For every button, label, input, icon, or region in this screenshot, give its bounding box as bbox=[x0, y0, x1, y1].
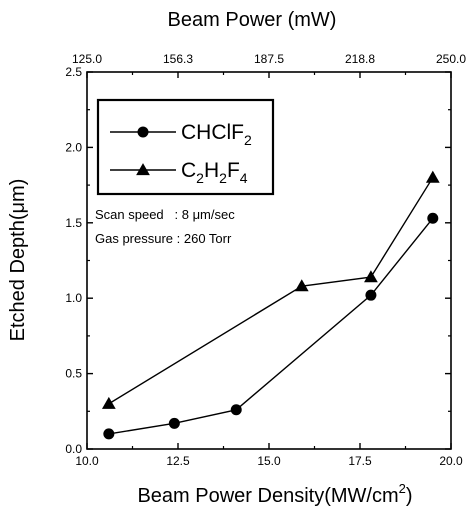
legend-triangle-marker bbox=[136, 163, 150, 176]
legend-label-subscript: 2 bbox=[219, 170, 227, 186]
series-1 bbox=[101, 170, 440, 409]
top-tick-label: 187.5 bbox=[254, 52, 284, 66]
annotation-gas-pressure: Gas pressure : 260 Torr bbox=[95, 231, 232, 246]
data-point-circle bbox=[230, 404, 242, 416]
legend-label: C2H2F4 bbox=[181, 159, 248, 186]
data-point-circle bbox=[427, 212, 439, 224]
y-tick-label: 1.5 bbox=[65, 216, 82, 230]
series-line bbox=[108, 177, 434, 405]
legend-label-subscript: 2 bbox=[196, 170, 204, 186]
data-point-triangle bbox=[101, 396, 116, 409]
annotation-scan-speed: Scan speed : 8 μm/sec bbox=[95, 207, 235, 222]
series-0 bbox=[103, 212, 439, 440]
y-tick-label: 0.0 bbox=[65, 442, 82, 456]
legend-circle-marker bbox=[137, 126, 149, 138]
x-tick-label: 15.0 bbox=[257, 454, 281, 468]
data-point-circle bbox=[103, 428, 115, 440]
y-tick-label: 2.0 bbox=[65, 140, 82, 154]
ticks bbox=[86, 71, 452, 450]
legend-label-subscript: 4 bbox=[240, 170, 248, 186]
top-axis-title: Beam Power (mW) bbox=[168, 9, 337, 31]
series-line bbox=[108, 217, 434, 435]
x-axis-title-main: Beam Power Density(MW/cm bbox=[137, 485, 398, 507]
data-point-triangle bbox=[294, 279, 309, 292]
legend-box bbox=[96, 98, 275, 196]
y-tick-label: 1.0 bbox=[65, 291, 82, 305]
legend-label-text: F bbox=[227, 159, 240, 182]
x-tick-label: 12.5 bbox=[166, 454, 190, 468]
x-tick-label: 20.0 bbox=[439, 454, 463, 468]
top-tick-label: 250.0 bbox=[436, 52, 466, 66]
data-point-circle bbox=[168, 417, 180, 429]
y-tick-label: 2.5 bbox=[65, 65, 82, 79]
series-layer bbox=[101, 170, 440, 440]
x-axis-title: Beam Power Density(MW/cm2) bbox=[137, 481, 412, 507]
y-axis-title: Etched Depth(μm) bbox=[7, 179, 29, 342]
legend-label-text: C bbox=[181, 159, 196, 182]
data-point-triangle bbox=[364, 270, 378, 283]
legend-label-subscript: 2 bbox=[244, 132, 252, 148]
top-tick-label: 156.3 bbox=[163, 52, 193, 66]
top-tick-label: 125.0 bbox=[72, 52, 102, 66]
legend-label: CHClF2 bbox=[181, 121, 252, 148]
x-axis-title-end: ) bbox=[406, 485, 413, 507]
y-tick-label: 0.5 bbox=[65, 367, 82, 381]
data-point-triangle bbox=[425, 170, 440, 183]
x-tick-label: 17.5 bbox=[348, 454, 372, 468]
legend-label-text: CHClF bbox=[181, 121, 244, 144]
top-tick-label: 218.8 bbox=[345, 52, 375, 66]
legend-label-text: H bbox=[204, 159, 219, 182]
x-tick-label: 10.0 bbox=[75, 454, 99, 468]
x-axis-title-superscript: 2 bbox=[399, 481, 406, 496]
data-point-circle bbox=[365, 289, 377, 301]
